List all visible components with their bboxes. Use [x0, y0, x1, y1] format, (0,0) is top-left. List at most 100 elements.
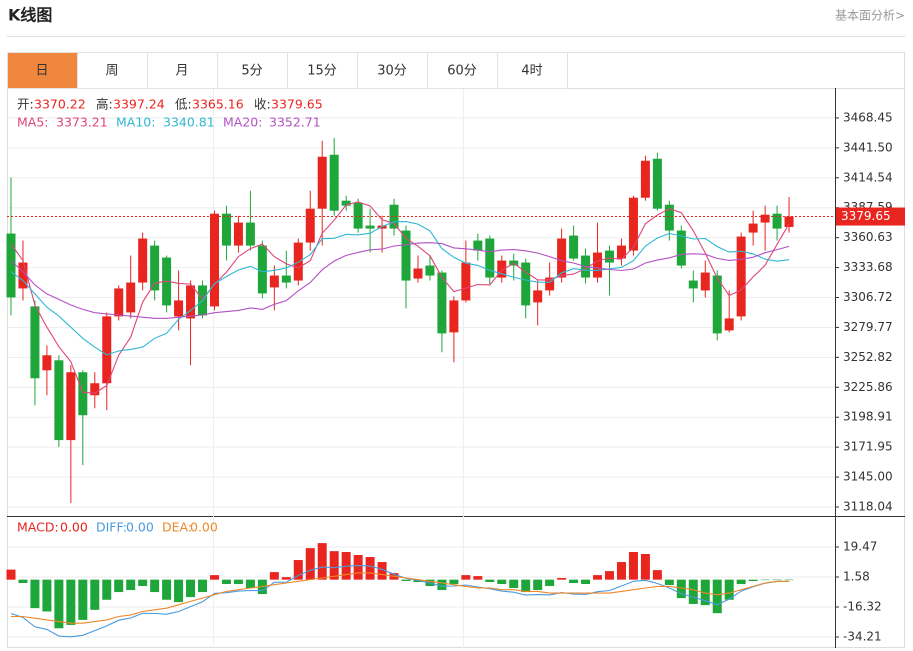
candle-body [545, 277, 555, 291]
macd-bar [221, 579, 231, 585]
candle-body [389, 204, 399, 229]
fundamental-link[interactable]: 基本面分析> [835, 9, 905, 23]
info-label: 高: [96, 97, 113, 112]
candle-body [18, 262, 28, 289]
tab-label[interactable]: 30分 [377, 64, 407, 79]
candle-body [114, 288, 124, 317]
candle-body [640, 160, 650, 198]
candle-body [126, 282, 136, 313]
macd-bar [509, 579, 519, 589]
tab[interactable] [427, 52, 498, 89]
y-tick-label: 19.47 [843, 540, 877, 554]
chart-layer: 日周月 5分 15分 30分 60分 4时3468.453441.503414.54338… [6, 52, 905, 644]
macd-line [10, 565, 790, 638]
info-value: 3365.16 [192, 97, 244, 112]
tab[interactable] [287, 52, 358, 89]
macd-bar [174, 579, 184, 603]
macd-bar [186, 579, 196, 598]
macd-bar [54, 579, 64, 629]
macd-bar [6, 569, 16, 580]
y-tick-label: 3306.72 [843, 290, 893, 304]
candle-body [521, 262, 531, 306]
candle-body [6, 233, 16, 298]
candle-body [150, 245, 160, 291]
candle-body [473, 240, 483, 251]
macd-bar [78, 579, 88, 620]
candle-body [174, 300, 184, 317]
macd-bar [233, 579, 243, 585]
macd-bar [66, 579, 76, 625]
candle-body [557, 238, 567, 278]
y-tick-label: 3252.82 [843, 350, 893, 364]
y-tick-label: 3118.04 [843, 500, 893, 514]
candle-body [605, 250, 614, 263]
candle-body [628, 197, 638, 251]
tab[interactable] [497, 52, 568, 89]
ma-legend-label: MA5: [17, 115, 49, 130]
tab-label[interactable]: 60分 [447, 64, 477, 79]
macd-bar [664, 579, 674, 586]
candle-body [138, 238, 148, 283]
macd-bar [748, 579, 758, 581]
macd-legend-value: 0.00 [126, 520, 154, 535]
macd-bar [557, 577, 567, 580]
macd-bar [42, 579, 52, 612]
macd-bar [269, 572, 279, 580]
macd-bar [545, 579, 555, 587]
candle-body [664, 204, 674, 231]
tab[interactable] [217, 52, 288, 89]
macd-bar [616, 562, 626, 580]
macd-bar [521, 579, 531, 593]
candle-body [90, 383, 100, 396]
candle-body [30, 306, 40, 379]
candle-body [533, 290, 543, 303]
macd-legend-label: DEA: [162, 520, 192, 535]
candle-body [760, 214, 770, 223]
tab-label[interactable]: 5分 [241, 64, 262, 79]
macd-bar [605, 571, 614, 580]
tab[interactable] [357, 52, 428, 89]
candle-body [724, 318, 734, 331]
candle-body [317, 156, 327, 209]
y-tick-label: 3198.91 [843, 410, 893, 424]
tab-label[interactable]: 15分 [307, 64, 337, 79]
ma-legend-value: 3352.71 [269, 115, 321, 130]
y-tick-label: 3171.95 [843, 440, 893, 454]
y-tick-label: 3441.50 [843, 140, 893, 154]
macd-bar [317, 543, 327, 580]
tab[interactable] [7, 52, 78, 89]
info-label: 低: [175, 97, 192, 112]
macd-bar [90, 579, 100, 610]
macd-bar [138, 579, 148, 587]
candle-body [736, 236, 746, 317]
tab-label[interactable]: 日 [35, 64, 48, 79]
candle-body [616, 245, 626, 259]
macd-bar [676, 579, 686, 599]
tab-label[interactable]: 4时 [521, 64, 542, 79]
ma-legend-value: 3373.21 [56, 115, 108, 130]
ma-legend-label: MA20: [223, 115, 262, 130]
candle-body [365, 225, 375, 229]
y-tick-label: 3468.45 [843, 110, 893, 124]
tab-label[interactable]: 周 [105, 64, 118, 79]
macd-bar [736, 579, 746, 585]
candle-body [401, 230, 411, 281]
candle-body [497, 260, 507, 278]
macd-bar [449, 579, 459, 585]
tab-label[interactable]: 月 [175, 64, 188, 79]
macd-bar [533, 579, 543, 591]
candle-body [281, 275, 291, 283]
macd-bar [593, 575, 603, 580]
macd-bar [437, 579, 447, 591]
candle-body [329, 154, 339, 211]
candle-body [269, 275, 279, 288]
macd-bar [198, 579, 208, 593]
info-label: 收: [254, 97, 271, 112]
macd-bar [760, 579, 770, 581]
candle-body [186, 285, 196, 319]
macd-bar [329, 551, 339, 580]
chart-frame [7, 52, 905, 648]
candle-body [102, 316, 112, 384]
candle-body [437, 272, 447, 334]
macd-bar [162, 579, 172, 600]
